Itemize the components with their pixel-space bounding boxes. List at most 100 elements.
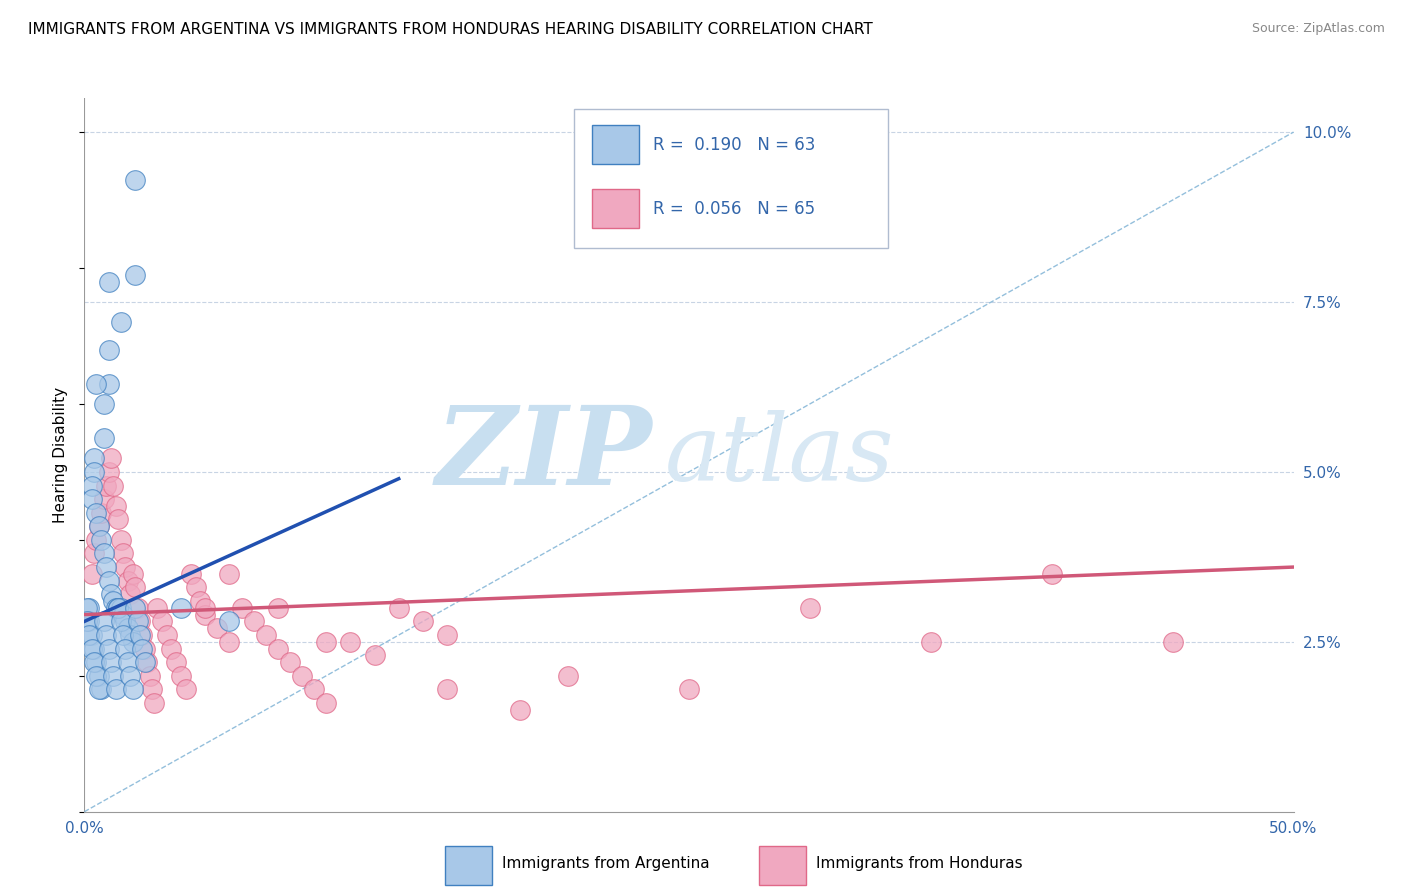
Text: R =  0.190   N = 63: R = 0.190 N = 63 (652, 136, 815, 153)
Point (190, 594, 212, 608)
Point (80, 492, 103, 507)
Point (86, 533, 108, 547)
Point (218, 615, 240, 629)
Point (131, 628, 153, 642)
Text: Immigrants from Honduras: Immigrants from Honduras (815, 856, 1022, 871)
Point (129, 615, 152, 629)
Point (110, 315, 132, 329)
FancyBboxPatch shape (759, 846, 806, 885)
Point (93, 431, 115, 445)
Point (218, 566, 240, 581)
Point (170, 600, 193, 615)
Point (678, 682, 700, 697)
Point (93, 397, 115, 411)
Point (138, 669, 160, 683)
Point (170, 669, 193, 683)
Text: R =  0.056   N = 65: R = 0.056 N = 65 (652, 200, 815, 218)
Point (165, 655, 187, 669)
Point (131, 641, 153, 656)
Point (180, 566, 202, 581)
Point (107, 512, 129, 526)
Point (315, 635, 337, 649)
Point (87, 669, 110, 683)
Point (509, 703, 531, 717)
Point (76, 615, 98, 629)
Point (97, 574, 120, 588)
Point (77, 600, 100, 615)
Point (97, 275, 120, 289)
Point (315, 696, 337, 710)
Point (388, 600, 411, 615)
Point (107, 600, 129, 615)
Point (93, 546, 115, 560)
Point (76, 600, 98, 615)
Point (90, 533, 112, 547)
Point (207, 621, 229, 635)
Point (114, 641, 136, 656)
Text: Immigrants from Argentina: Immigrants from Argentina (502, 856, 709, 871)
FancyBboxPatch shape (592, 189, 640, 228)
Point (110, 615, 132, 629)
Text: IMMIGRANTS FROM ARGENTINA VS IMMIGRANTS FROM HONDURAS HEARING DISABILITY CORRELA: IMMIGRANTS FROM ARGENTINA VS IMMIGRANTS … (28, 22, 873, 37)
Point (436, 682, 458, 697)
Point (124, 268, 146, 282)
Point (83, 546, 105, 560)
Point (114, 615, 136, 629)
Point (83, 655, 105, 669)
Point (124, 581, 146, 595)
Point (117, 621, 139, 635)
Point (97, 465, 120, 479)
Point (83, 451, 105, 466)
Point (124, 600, 146, 615)
Point (86, 669, 108, 683)
Point (94, 560, 117, 574)
Point (141, 682, 163, 697)
Point (146, 600, 169, 615)
Point (87, 519, 110, 533)
Point (267, 600, 290, 615)
Point (254, 628, 277, 642)
Point (117, 655, 139, 669)
Point (112, 607, 135, 622)
Point (94, 628, 117, 642)
Point (86, 376, 108, 391)
Point (231, 600, 253, 615)
Point (110, 533, 132, 547)
Point (87, 519, 110, 533)
Point (363, 648, 385, 663)
Point (242, 615, 264, 629)
Point (90, 682, 112, 697)
Point (799, 600, 821, 615)
Point (278, 655, 301, 669)
Point (267, 641, 290, 656)
Point (103, 669, 125, 683)
Point (120, 669, 142, 683)
Text: ZIP: ZIP (436, 401, 652, 508)
Point (87, 682, 110, 697)
Point (121, 682, 143, 697)
Point (112, 546, 135, 560)
Point (120, 628, 142, 642)
Point (134, 655, 156, 669)
Point (194, 607, 217, 622)
Point (143, 696, 166, 710)
Point (86, 655, 108, 669)
Point (80, 478, 103, 492)
Point (920, 635, 942, 649)
Point (80, 566, 103, 581)
Point (194, 600, 217, 615)
Point (124, 172, 146, 186)
Point (112, 628, 135, 642)
Point (412, 615, 434, 629)
Point (1161, 635, 1184, 649)
Point (184, 581, 207, 595)
Point (93, 492, 115, 507)
Point (94, 478, 117, 492)
Text: atlas: atlas (665, 410, 894, 500)
Point (104, 499, 127, 513)
FancyBboxPatch shape (444, 846, 492, 885)
Point (103, 478, 125, 492)
Point (127, 600, 149, 615)
Point (80, 628, 103, 642)
Point (97, 641, 120, 656)
